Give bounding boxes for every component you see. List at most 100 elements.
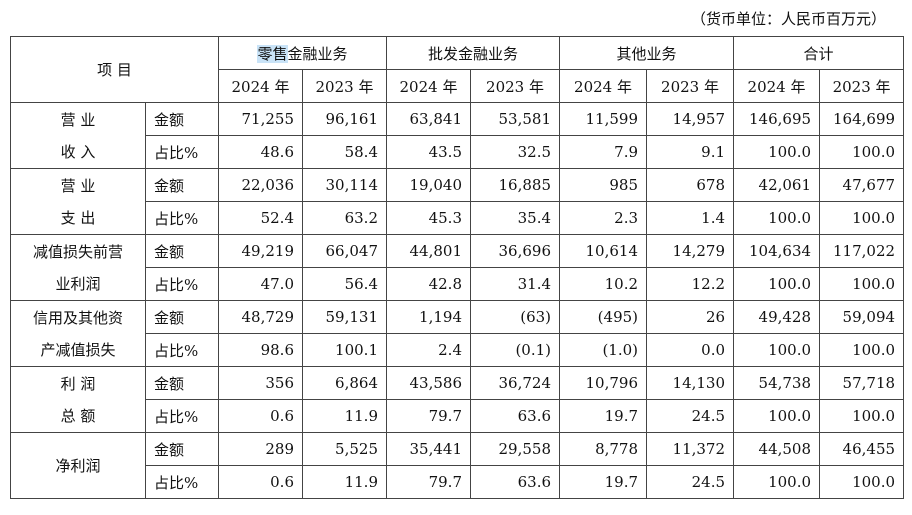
value-cell: 19.7 — [559, 399, 648, 433]
text-selection-highlight: 零售 — [257, 44, 288, 63]
value-cell: 11,372 — [646, 432, 735, 466]
value-cell: 63,841 — [386, 102, 471, 136]
value-cell: 117,022 — [819, 234, 905, 268]
value-cell: 54,738 — [733, 366, 821, 400]
value-cell: 104,634 — [733, 234, 821, 268]
value-cell: 58.4 — [302, 135, 387, 169]
value-cell: 100.0 — [819, 333, 905, 367]
value-cell: 24.5 — [646, 399, 735, 433]
value-cell: 43.5 — [386, 135, 471, 169]
value-cell: 0.6 — [218, 465, 303, 499]
table-row: 占比% 48.6 58.4 43.5 32.5 7.9 9.1 100.0 100.0 — [11, 135, 905, 169]
header-year: 2024 年 — [386, 69, 471, 103]
value-cell: 100.0 — [819, 465, 905, 499]
row-label: 信用及其他资 产减值损失 — [10, 300, 146, 367]
value-cell: 985 — [559, 168, 648, 202]
metric-label: 金额 — [145, 300, 219, 334]
value-cell: 63.6 — [469, 399, 561, 433]
value-cell: 36,724 — [469, 366, 561, 400]
header-year: 2024 年 — [559, 69, 648, 103]
value-cell: 42,061 — [733, 168, 821, 202]
table-body: 营 业收 入金额 71,255 96,161 63,841 53,581 11,599 14… — [10, 102, 905, 499]
value-cell: 24.5 — [646, 465, 735, 499]
value-cell: 356 — [218, 366, 303, 400]
value-cell: 14,130 — [646, 366, 735, 400]
value-cell: 678 — [646, 168, 735, 202]
value-cell: 96,161 — [302, 102, 387, 136]
row-label-line: 营 业 — [60, 176, 96, 195]
value-cell: 10,614 — [559, 234, 648, 268]
value-cell: 53,581 — [469, 102, 561, 136]
value-cell: 146,695 — [733, 102, 821, 136]
value-cell: (1.0) — [559, 333, 648, 367]
value-cell: 98.6 — [218, 333, 303, 367]
table-row: 净利润 金额 289 5,525 35,441 29,558 8,778 11,372 44,5… — [10, 432, 905, 499]
table-row: 占比% 47.0 56.4 42.8 31.4 10.2 12.2 100.0 100.0 — [11, 267, 905, 301]
value-cell: 49,219 — [218, 234, 303, 268]
value-cell: 22,036 — [218, 168, 303, 202]
header-year: 2023 年 — [646, 69, 735, 103]
table-row: 占比% 0.6 11.9 79.7 63.6 19.7 24.5 100.0 100.0 — [11, 399, 905, 433]
value-cell: 19.7 — [559, 465, 648, 499]
value-cell: 44,508 — [733, 432, 821, 466]
table-row: 营 业收 入金额 71,255 96,161 63,841 53,581 11,599 14… — [10, 102, 905, 169]
value-cell: 49,428 — [733, 300, 821, 334]
value-cell: 11.9 — [302, 465, 387, 499]
value-cell: 44,801 — [386, 234, 471, 268]
table-row: 减值损失前营 业利润 金额 49,219 66,047 44,801 36,696 10,61… — [10, 234, 905, 301]
value-cell: 71,255 — [218, 102, 303, 136]
value-cell: 100.1 — [302, 333, 387, 367]
segment-financial-table: 项 目 零售金融业务 批发金融业务 其他业务 合计 2024 年 2023 年 … — [10, 36, 905, 499]
value-cell: (0.1) — [469, 333, 561, 367]
currency-unit-note: （货币单位：人民币百万元） — [690, 10, 886, 28]
header-row-segments: 项 目 零售金融业务 批发金融业务 其他业务 合计 — [10, 36, 905, 103]
value-cell: 47.0 — [218, 267, 303, 301]
value-cell: 57,718 — [819, 366, 905, 400]
value-cell: 14,279 — [646, 234, 735, 268]
value-cell: 0.0 — [646, 333, 735, 367]
value-cell: 100.0 — [819, 135, 905, 169]
header-year: 2023 年 — [302, 69, 387, 103]
value-cell: 31.4 — [469, 267, 561, 301]
header-item: 项 目 — [10, 36, 219, 103]
row-label-line: 净利润 — [55, 456, 101, 475]
value-cell: 48,729 — [218, 300, 303, 334]
value-cell: 79.7 — [386, 399, 471, 433]
metric-label: 金额 — [145, 234, 219, 268]
value-cell: 47,677 — [819, 168, 905, 202]
value-cell: 35.4 — [469, 201, 561, 235]
table-row: 占比% 52.4 63.2 45.3 35.4 2.3 1.4 100.0 100.0 — [11, 201, 905, 235]
value-cell: 100.0 — [733, 267, 821, 301]
header-year: 2023 年 — [819, 69, 905, 103]
metric-label: 占比% — [145, 135, 219, 169]
header-year: 2024 年 — [733, 69, 821, 103]
value-cell: 42.8 — [386, 267, 471, 301]
metric-label: 占比% — [145, 267, 219, 301]
value-cell: 1,194 — [386, 300, 471, 334]
value-cell: 2.4 — [386, 333, 471, 367]
value-cell: 0.6 — [218, 399, 303, 433]
header-row-years: 2024 年 2023 年 2024 年 2023 年 2024 年 2023 … — [11, 69, 905, 103]
value-cell: 46,455 — [819, 432, 905, 466]
value-cell: 52.4 — [218, 201, 303, 235]
value-cell: 12.2 — [646, 267, 735, 301]
row-label-line: 支 出 — [60, 208, 96, 227]
value-cell: 14,957 — [646, 102, 735, 136]
value-cell: 10,796 — [559, 366, 648, 400]
value-cell: 9.1 — [646, 135, 735, 169]
row-label-line: 产减值损失 — [40, 340, 116, 359]
value-cell: 63.6 — [469, 465, 561, 499]
row-label: 利 润总 额 — [10, 366, 146, 433]
row-label: 净利润 — [10, 432, 146, 499]
header-segment-wholesale: 批发金融业务 — [385, 36, 561, 70]
value-cell: 66,047 — [302, 234, 387, 268]
row-label-line: 信用及其他资 — [32, 308, 123, 327]
table-row: 占比% 0.6 11.9 79.7 63.6 19.7 24.5 100.0 100.0 — [11, 465, 905, 499]
metric-label: 占比% — [145, 333, 219, 367]
value-cell: 8,778 — [559, 432, 648, 466]
metric-label: 占比% — [145, 399, 219, 433]
value-cell: 1.4 — [646, 201, 735, 235]
value-cell: 48.6 — [218, 135, 303, 169]
row-label-line: 减值损失前营 — [32, 242, 123, 261]
header-year: 2024 年 — [218, 69, 303, 103]
